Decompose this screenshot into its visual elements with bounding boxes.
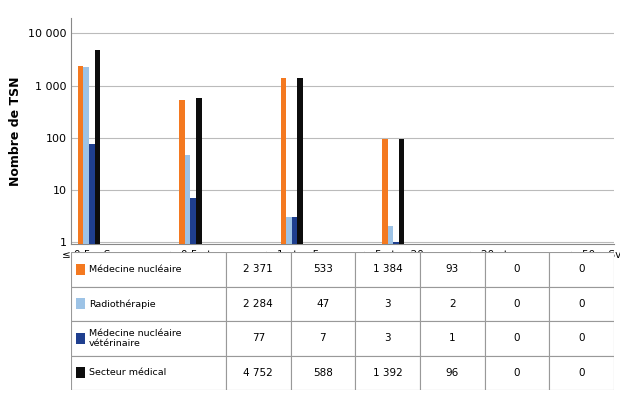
Bar bbox=[76, 264, 86, 275]
Bar bbox=[281, 78, 286, 394]
Text: Médecine nucléaire
vétérinaire: Médecine nucléaire vétérinaire bbox=[89, 329, 182, 348]
Bar bbox=[355, 321, 420, 355]
Bar bbox=[549, 287, 614, 321]
Bar bbox=[355, 355, 420, 390]
Bar bbox=[76, 367, 86, 378]
Text: 0: 0 bbox=[578, 299, 585, 309]
Bar bbox=[71, 321, 226, 355]
Text: 2 371: 2 371 bbox=[244, 264, 273, 274]
Bar bbox=[226, 287, 291, 321]
Text: 0: 0 bbox=[578, 333, 585, 343]
Bar bbox=[484, 287, 549, 321]
Text: Radiothérapie: Radiothérapie bbox=[89, 299, 156, 309]
Bar bbox=[226, 321, 291, 355]
Bar bbox=[382, 139, 388, 394]
Bar bbox=[292, 217, 298, 394]
Bar bbox=[84, 67, 89, 394]
Text: 93: 93 bbox=[446, 264, 459, 274]
Bar bbox=[420, 321, 484, 355]
Bar bbox=[420, 252, 484, 287]
Text: 588: 588 bbox=[313, 368, 333, 378]
Bar bbox=[291, 287, 355, 321]
Bar bbox=[76, 298, 86, 309]
Text: 0: 0 bbox=[513, 333, 520, 343]
Text: Médecine nucléaire: Médecine nucléaire bbox=[89, 265, 182, 274]
Bar bbox=[549, 252, 614, 287]
Bar bbox=[190, 198, 196, 394]
Bar bbox=[226, 252, 291, 287]
Text: 0: 0 bbox=[513, 368, 520, 378]
Bar bbox=[71, 252, 226, 287]
Text: 0: 0 bbox=[513, 264, 520, 274]
Bar bbox=[76, 333, 86, 344]
Bar bbox=[420, 287, 484, 321]
Text: 1 392: 1 392 bbox=[373, 368, 402, 378]
Text: 1: 1 bbox=[449, 333, 456, 343]
Y-axis label: Nombre de TSN: Nombre de TSN bbox=[9, 76, 22, 186]
Bar bbox=[388, 226, 393, 394]
Bar bbox=[71, 287, 226, 321]
Bar bbox=[549, 321, 614, 355]
Bar bbox=[89, 143, 95, 394]
Text: 2: 2 bbox=[449, 299, 456, 309]
Bar bbox=[355, 287, 420, 321]
Bar bbox=[355, 252, 420, 287]
Text: 7: 7 bbox=[319, 333, 326, 343]
Text: 2 284: 2 284 bbox=[244, 299, 273, 309]
Text: 4 752: 4 752 bbox=[244, 368, 273, 378]
Text: 0: 0 bbox=[513, 299, 520, 309]
Text: 1 384: 1 384 bbox=[373, 264, 402, 274]
Text: 3: 3 bbox=[384, 333, 391, 343]
Bar bbox=[291, 355, 355, 390]
Bar bbox=[298, 78, 303, 394]
Bar bbox=[399, 139, 404, 394]
Bar bbox=[291, 252, 355, 287]
Bar bbox=[78, 66, 84, 394]
Bar bbox=[484, 321, 549, 355]
Bar bbox=[185, 155, 190, 394]
Text: 47: 47 bbox=[316, 299, 329, 309]
Bar bbox=[484, 252, 549, 287]
Bar bbox=[226, 355, 291, 390]
Text: 77: 77 bbox=[252, 333, 265, 343]
Text: 3: 3 bbox=[384, 299, 391, 309]
Bar bbox=[71, 355, 226, 390]
Bar bbox=[179, 100, 185, 394]
Bar bbox=[286, 217, 292, 394]
Bar bbox=[196, 98, 202, 394]
Text: 96: 96 bbox=[446, 368, 459, 378]
Bar bbox=[291, 321, 355, 355]
Bar bbox=[484, 355, 549, 390]
Text: 533: 533 bbox=[313, 264, 333, 274]
Bar bbox=[95, 50, 100, 394]
Bar bbox=[393, 242, 399, 394]
Text: 0: 0 bbox=[578, 264, 585, 274]
Bar bbox=[420, 355, 484, 390]
Text: 0: 0 bbox=[578, 368, 585, 378]
Text: Secteur médical: Secteur médical bbox=[89, 368, 166, 377]
Bar bbox=[549, 355, 614, 390]
